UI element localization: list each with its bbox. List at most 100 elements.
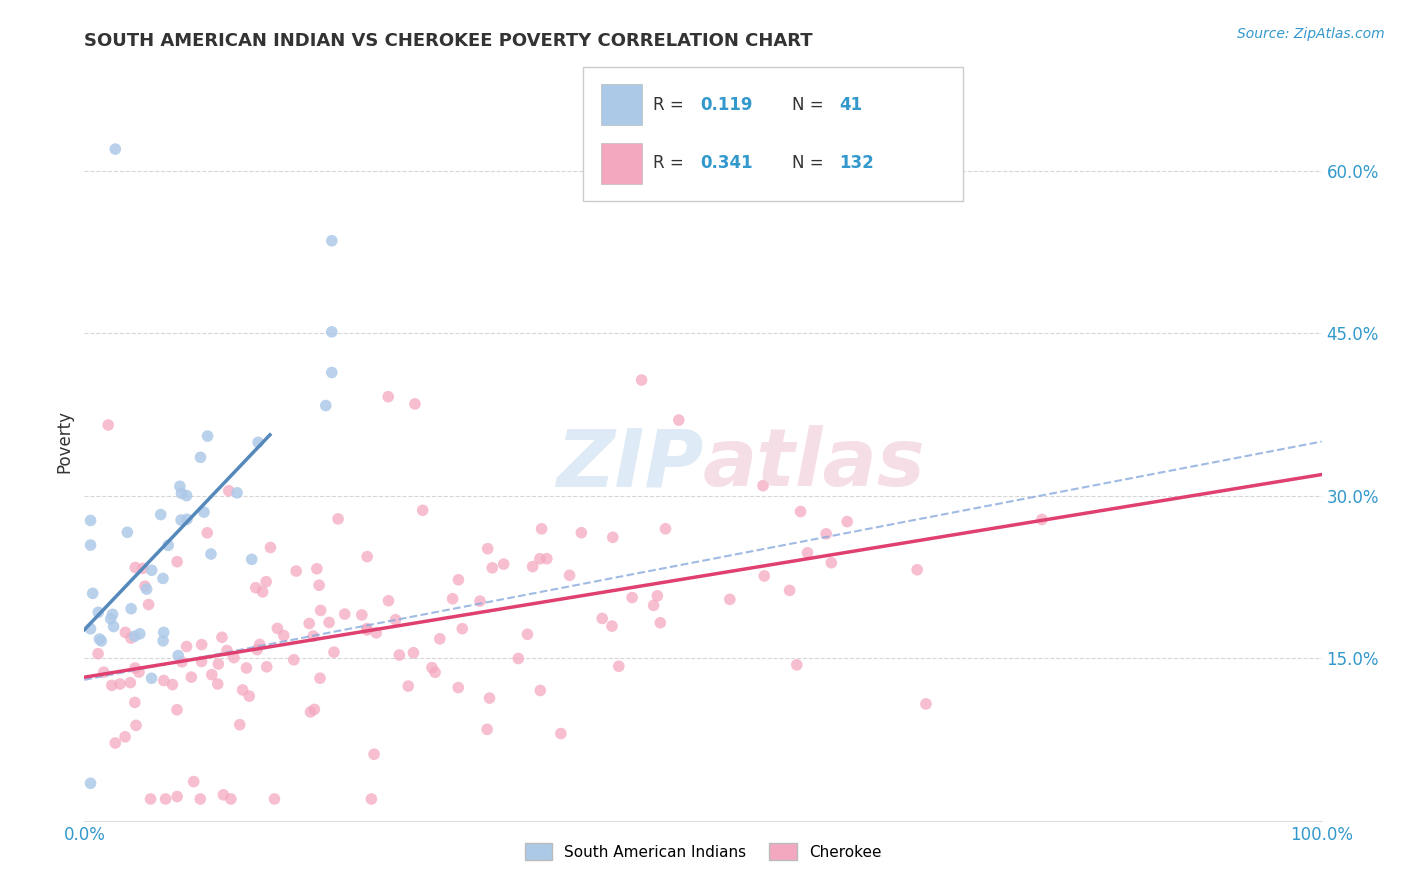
Point [190,655,212,669]
Point [304,702,326,716]
Point [79,514,101,528]
Point [451,622,474,636]
Point [200,547,222,561]
Point [79,776,101,790]
Point [915,697,938,711]
Point [447,681,470,695]
Point [356,622,378,636]
Point [125,718,148,732]
Point [654,522,676,536]
Point [402,646,425,660]
Point [508,651,530,665]
Point [135,582,157,596]
Point [215,643,238,657]
Text: N =: N = [792,96,828,114]
Point [302,629,325,643]
Point [266,621,288,635]
Point [170,486,193,500]
Point [104,736,127,750]
Point [333,607,356,621]
Point [247,435,270,450]
Point [650,615,672,630]
Text: R =: R = [652,153,689,171]
Point [166,555,188,569]
Point [305,562,328,576]
Point [139,792,162,806]
Point [170,513,193,527]
Point [475,723,498,737]
Point [412,503,434,517]
Point [82,586,104,600]
Point [299,705,322,719]
Point [101,607,124,622]
Point [779,583,801,598]
Point [120,675,142,690]
Point [789,504,811,518]
Text: 41: 41 [839,96,862,114]
Text: SOUTH AMERICAN INDIAN VS CHEROKEE POVERTY CORRELATION CHART: SOUTH AMERICAN INDIAN VS CHEROKEE POVERT… [84,32,813,50]
Point [259,541,281,555]
Point [249,637,271,651]
Point [132,561,155,575]
Point [232,683,254,698]
Point [120,631,142,645]
Point [245,581,267,595]
Point [315,399,337,413]
Point [149,508,172,522]
Point [89,632,111,646]
Point [180,670,202,684]
Point [529,683,551,698]
Point [356,549,378,564]
Point [630,373,652,387]
Point [468,594,491,608]
Point [117,525,139,540]
Point [138,598,160,612]
Point [228,717,250,731]
Point [273,628,295,642]
Point [388,648,411,662]
Point [602,530,624,544]
Point [124,629,146,643]
Point [197,429,219,443]
Point [218,483,240,498]
Point [309,603,332,617]
Point [621,591,644,605]
Point [207,677,229,691]
Point [837,515,859,529]
Point [176,489,198,503]
Point [190,638,212,652]
Point [141,671,163,685]
Point [309,671,332,685]
Text: 0.119: 0.119 [700,96,752,114]
Point [212,788,235,802]
Point [377,390,399,404]
Point [285,564,308,578]
Point [530,522,553,536]
Point [134,579,156,593]
Point [815,526,838,541]
Point [124,695,146,709]
Point [396,679,419,693]
Point [90,634,112,648]
Point [718,592,741,607]
Point [152,673,174,688]
Point [152,571,174,585]
Point [607,659,630,673]
Point [254,574,277,589]
Point [477,541,499,556]
Point [478,691,501,706]
Point [104,142,127,156]
Point [366,625,388,640]
Point [360,792,382,806]
Point [100,612,122,626]
Point [124,661,146,675]
Point [114,625,136,640]
Point [79,622,101,636]
Point [441,591,464,606]
Point [481,561,503,575]
Text: ZIP: ZIP [555,425,703,503]
Point [166,789,188,804]
Point [120,601,142,615]
Point [905,563,928,577]
Point [170,655,193,669]
